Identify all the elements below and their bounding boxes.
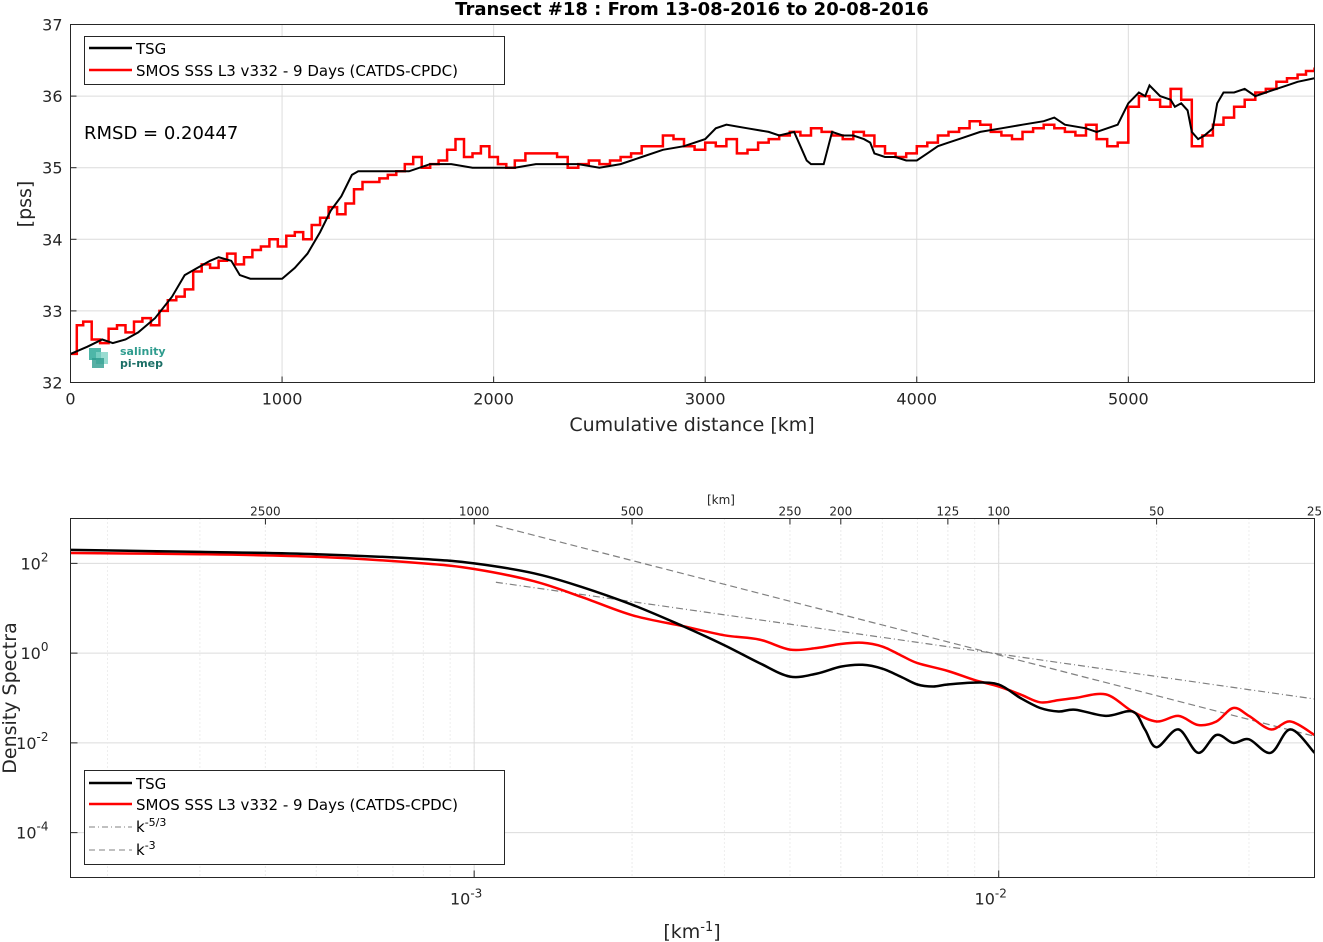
top-y-tick-label: 33 (42, 302, 62, 321)
top-x-tick-label: 4000 (896, 390, 937, 409)
top-y-tick-label: 34 (42, 230, 62, 249)
chart-title: Transect #18 : From 13-08-2016 to 20-08-… (455, 0, 929, 20)
top-km-tick-label: 100 (987, 505, 1010, 519)
top-legend: TSG SMOS SSS L3 v332 - 9 Days (CATDS-CPD… (84, 36, 505, 85)
svg-text:pi-mep: pi-mep (120, 357, 163, 370)
top-y-tick-label: 37 (42, 16, 62, 35)
bottom-x-axis-label: [km-1] (663, 920, 720, 942)
bottom-y-tick-label: 102 (21, 550, 49, 573)
bottom-legend: TSG SMOS SSS L3 v332 - 9 Days (CATDS-CPD… (84, 770, 505, 865)
bottom-y-axis-label: Density Spectra (0, 622, 21, 773)
k3-reference-line (495, 524, 1315, 737)
smos-spectrum-line (70, 551, 1315, 737)
top-km-tick-label: 125 (936, 505, 959, 519)
bottom-y-tick-label: 10-4 (16, 820, 48, 843)
top-x-tick-label: 1000 (262, 390, 303, 409)
top-x-axis-label: Cumulative distance [km] (569, 414, 814, 436)
bottom-chart: 2500 1000 500 250 200 125 100 50 25 10-3 10-2 10-4 1… (0, 493, 1322, 942)
top-y-tick-label: 35 (42, 159, 62, 178)
top-km-tick-label: 50 (1149, 505, 1164, 519)
top-x-tick-label: 2000 (473, 390, 514, 409)
top-y-tick-label: 32 (42, 374, 62, 393)
top-chart: Transect #18 : From 13-08-2016 to 20-08-… (14, 0, 1315, 436)
rmsd-annotation: RMSD = 0.20447 (84, 123, 238, 144)
top-x-tick-label: 5000 (1108, 390, 1149, 409)
bottom-x-tick-label: 10-3 (450, 887, 482, 909)
legend-label-tsg: TSG (135, 40, 166, 58)
top-y-axis-label: [pss] (14, 181, 36, 228)
bottom-x-tick-label: 10-2 (975, 887, 1007, 909)
top-x-tick-label: 0 (65, 390, 75, 409)
top-axes-box (70, 24, 1315, 383)
top-km-tick-label: 1000 (459, 505, 490, 519)
top-legend-box (84, 36, 505, 85)
top-km-axis-label: [km] (707, 493, 735, 507)
top-km-tick-label: 200 (829, 505, 852, 519)
smos-series-line (70, 67, 1315, 356)
legend-label-smos: SMOS SSS L3 v332 - 9 Days (CATDS-CPDC) (136, 62, 458, 80)
legend-label-smos-spectra: SMOS SSS L3 v332 - 9 Days (CATDS-CPDC) (136, 796, 458, 814)
legend-label-tsg-spectra: TSG (135, 775, 166, 793)
bottom-y-tick-label: 10-2 (16, 730, 48, 753)
top-km-tick-label: 250 (779, 505, 802, 519)
bottom-legend-box (84, 770, 505, 865)
k53-reference-line (495, 581, 1315, 700)
bottom-axes-box (70, 518, 1315, 878)
salinity-pi-mep-logo: salinity pi-mep (89, 345, 166, 370)
top-y-tick-label: 36 (42, 87, 62, 106)
top-km-tick-label: 25 (1307, 505, 1322, 519)
top-km-tick-label: 2500 (250, 505, 281, 519)
svg-text:salinity: salinity (120, 345, 166, 358)
tsg-spectrum-line (70, 548, 1315, 755)
top-x-tick-label: 3000 (685, 390, 726, 409)
top-km-tick-label: 500 (621, 505, 644, 519)
tsg-series-line (70, 77, 1315, 355)
bottom-y-tick-label: 100 (21, 640, 49, 663)
